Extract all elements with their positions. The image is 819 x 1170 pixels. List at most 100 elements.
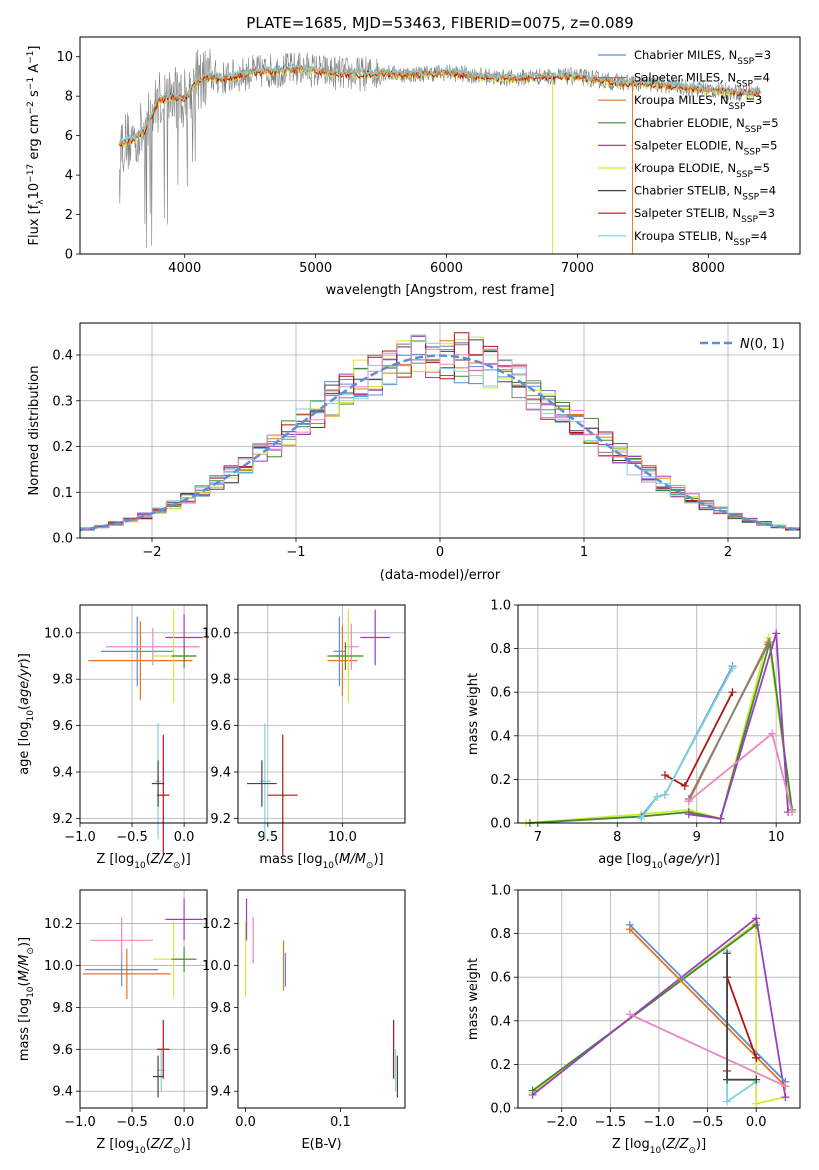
data-point-salpeter-elodie	[165, 898, 203, 941]
y-tick-label: 0.0	[52, 532, 73, 547]
plus-marker	[528, 1090, 537, 1099]
y-tick-label: 0.8	[490, 927, 511, 942]
plus-marker	[625, 925, 634, 934]
plot-area-weight_vs_age	[521, 629, 797, 827]
legend-entry: Chabrier MILES, NSSP=3	[634, 48, 771, 67]
y-tick-label: 9.4	[210, 765, 231, 780]
y-tick-label: 0.3	[52, 394, 73, 409]
data-point-salpeter-stelib	[267, 734, 298, 856]
legend-entry: Kroupa STELIB, NSSP=4	[634, 229, 767, 248]
data-point-chabrier-stelib	[246, 760, 277, 807]
plot-area-residuals	[80, 332, 800, 533]
x-axis-label: Z [log10(Z/Z⊙)]	[96, 852, 190, 871]
plus-marker	[788, 808, 797, 817]
x-tick-label: 9	[693, 830, 701, 845]
y-tick-label: 0.0	[490, 817, 511, 832]
y-tick-label: 9.2	[210, 812, 231, 827]
axes-frame	[237, 604, 406, 824]
x-tick-label: 0.0	[235, 1115, 256, 1130]
series-line	[629, 924, 787, 1083]
data-point-chabrier-elodie	[327, 642, 364, 670]
series-kroupa-stelib	[723, 947, 761, 1106]
y-tick-label: 10.0	[202, 626, 231, 641]
plot-area-age_vs_mass	[246, 609, 391, 856]
series-line	[687, 643, 770, 800]
y-tick-label: 9.6	[52, 1043, 73, 1058]
panel-age_vs_mass: 9.5 10.0 9.2 9.4 9.6 9.8 10.0 mass [log10(M/M⊙)…	[202, 604, 406, 871]
x-tick-label: 10	[768, 830, 785, 845]
x-tick-label: 4000	[168, 261, 201, 276]
x-tick-label: −1.0	[64, 1115, 96, 1130]
y-tick-label: 9.4	[52, 765, 73, 780]
x-tick-label: 5000	[299, 261, 332, 276]
plus-marker	[723, 1097, 732, 1106]
x-tick-label: −0.5	[116, 1115, 148, 1130]
y-tick-label: 9.6	[210, 719, 231, 734]
x-tick-label: 0.0	[174, 1115, 195, 1130]
plus-marker	[684, 797, 693, 806]
y-tick-label: 0.4	[490, 729, 511, 744]
plus-marker	[781, 1082, 790, 1091]
x-axis-label: Z [log10(Z/Z⊙)]	[96, 1137, 190, 1156]
y-tick-label: 1.0	[490, 599, 511, 614]
y-tick-label: 9.4	[52, 1085, 73, 1100]
y-tick-label: 0.6	[490, 971, 511, 986]
y-axis-label: mass weight	[466, 673, 481, 755]
plot-area-spectrum	[118, 49, 761, 254]
y-tick-label: 1.0	[490, 884, 511, 899]
axes-frame	[79, 36, 801, 255]
x-tick-label: 10.0	[328, 830, 357, 845]
data-point-extra	[343, 623, 359, 670]
plus-marker	[723, 949, 732, 958]
x-tick-label: 6000	[430, 261, 463, 276]
plus-marker	[723, 1075, 732, 1084]
y-tick-label: 10.0	[44, 626, 73, 641]
series-salpeter-miles	[684, 640, 773, 804]
data-point-kroupa-stelib	[258, 723, 271, 840]
series-line	[726, 976, 758, 1071]
panel-mass_vs_ebv: 0.0 0.1 9.4 9.6 9.8 10.0 10.2 E(B-V)	[202, 889, 406, 1152]
legend: Chabrier MILES, NSSP=3 Salpeter MILES, NS…	[598, 48, 779, 248]
plus-marker	[752, 1053, 761, 1062]
data-point-chabrier-miles	[100, 616, 174, 687]
plus-marker	[728, 688, 737, 697]
y-tick-label: 10	[56, 50, 73, 65]
x-tick-label: −0.5	[116, 830, 148, 845]
legend-entry: Kroupa MILES, NSSP=3	[634, 93, 762, 112]
y-tick-label: 6	[65, 129, 73, 144]
panel-mass_vs_Z: −1.0 −0.5 0.0 9.4 9.6 9.8 10.0 10.2 Z [log10(Z/Z…	[17, 889, 208, 1156]
y-tick-label: 10.2	[44, 917, 73, 932]
data-point-chabrier-elodie	[171, 644, 197, 668]
x-tick-label: −1.0	[64, 830, 96, 845]
x-tick-label: −0.5	[692, 1115, 724, 1130]
series-line	[525, 637, 793, 824]
axes-frame	[79, 604, 208, 824]
plus-marker	[653, 792, 662, 801]
series-line	[529, 641, 793, 824]
series-extra	[625, 1010, 790, 1091]
x-tick-label: 9.5	[257, 830, 278, 845]
plus-marker	[728, 664, 737, 673]
y-tick-label: 10.2	[202, 917, 231, 932]
y-axis-label: age [log10(age/yr)]	[17, 653, 36, 775]
legend-entry: N(0, 1)	[740, 337, 785, 352]
figure-title: PLATE=1685, MJD=53463, FIBERID=0075, z=0…	[246, 14, 633, 32]
histogram-extra	[80, 343, 800, 533]
x-axis-label: mass [log10(M/M⊙)]	[259, 852, 383, 871]
data-point-salpeter-stelib	[157, 734, 170, 856]
y-tick-label: 0.2	[490, 1058, 511, 1073]
plus-marker	[637, 814, 646, 823]
x-tick-label: 7	[534, 830, 542, 845]
panel-weight_vs_age: 7 8 9 10 0.0 0.2 0.4 0.6 0.8 1.0 age [log10(age/yr…	[466, 599, 801, 871]
plus-marker	[625, 1010, 634, 1019]
x-tick-label: 2	[724, 545, 732, 560]
plot-area-mass_vs_ebv	[244, 898, 399, 1098]
x-tick-label: 7000	[561, 261, 594, 276]
legend-entry: Chabrier STELIB, NSSP=4	[634, 184, 776, 203]
plus-marker	[781, 1093, 790, 1102]
x-axis-label: E(B-V)	[301, 1137, 341, 1152]
x-tick-label: −1.5	[595, 1115, 627, 1130]
data-point-chabrier-elodie	[171, 946, 197, 972]
